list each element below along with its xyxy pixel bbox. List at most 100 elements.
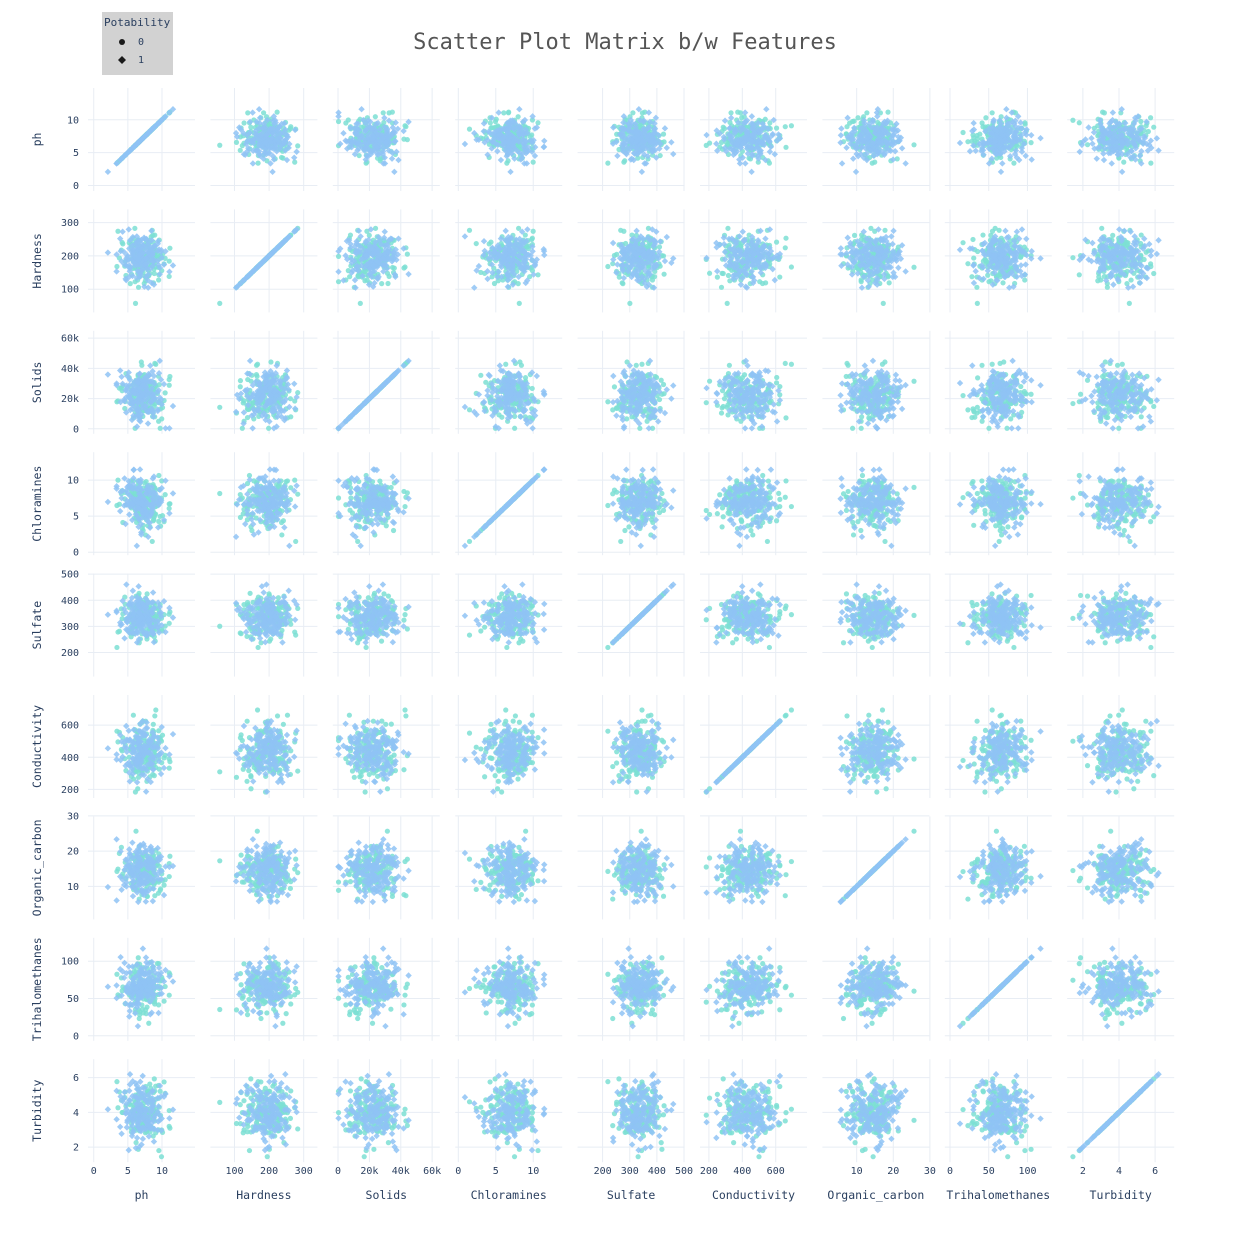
data-point-potability-1 — [145, 129, 152, 136]
data-point-potability-1 — [1076, 148, 1083, 155]
data-point-potability-1 — [1028, 156, 1035, 163]
data-point-potability-1 — [494, 148, 501, 155]
data-point-potability-0 — [151, 270, 157, 277]
data-point-potability-1 — [257, 132, 265, 139]
splom-cell-ph-vs-Organic_carbon[interactable] — [822, 88, 931, 191]
data-point-potability-0 — [167, 245, 173, 251]
data-point-potability-0 — [605, 263, 611, 270]
splom-cell-ph-vs-Hardness[interactable] — [210, 88, 318, 191]
splom-cell-ph-vs-Chloramines[interactable] — [455, 88, 563, 191]
data-point-potability-0 — [115, 228, 121, 234]
data-point-potability-0 — [763, 280, 769, 286]
legend-label-0: 0 — [138, 37, 144, 48]
data-point-potability-1 — [852, 168, 860, 176]
data-point-potability-0 — [135, 284, 142, 290]
data-point-potability-1 — [267, 137, 274, 145]
data-point-potability-1 — [272, 143, 280, 151]
data-point-potability-1 — [714, 268, 721, 275]
data-point-potability-0 — [783, 235, 789, 241]
data-point-potability-0 — [855, 115, 861, 121]
splom-cell-Hardness-vs-Organic_carbon[interactable] — [822, 209, 931, 313]
data-point-potability-1 — [130, 143, 137, 151]
data-point-potability-1 — [495, 109, 502, 116]
data-point-potability-0 — [357, 300, 363, 306]
data-point-potability-0 — [217, 142, 223, 148]
splom-cell-ph-vs-ph[interactable] — [88, 88, 195, 191]
data-point-potability-1 — [119, 228, 126, 235]
data-point-potability-0 — [1028, 140, 1034, 146]
data-point-potability-1 — [405, 270, 412, 278]
data-point-potability-1 — [739, 228, 746, 235]
data-point-potability-1 — [260, 155, 267, 162]
data-point-potability-0 — [217, 300, 223, 306]
data-point-potability-1 — [158, 117, 165, 124]
data-point-potability-1 — [255, 136, 262, 143]
splom-cell-Hardness-vs-Solids[interactable] — [332, 209, 440, 313]
data-point-potability-0 — [1147, 115, 1154, 121]
data-point-potability-0 — [516, 225, 522, 231]
data-point-potability-1 — [335, 109, 342, 116]
data-point-potability-1 — [244, 148, 251, 155]
data-point-potability-1 — [273, 132, 281, 139]
splom-cell-ph-vs-Solids[interactable] — [332, 88, 440, 191]
data-point-potability-0 — [720, 124, 726, 130]
data-point-potability-0 — [605, 160, 611, 166]
data-point-potability-1 — [614, 152, 621, 160]
data-point-potability-1 — [668, 139, 675, 146]
data-point-potability-0 — [380, 110, 386, 116]
data-point-potability-1 — [291, 154, 298, 161]
data-point-potability-1 — [283, 131, 290, 138]
data-point-potability-1 — [273, 136, 280, 143]
data-point-potability-1 — [121, 152, 128, 160]
data-point-potability-1 — [281, 138, 288, 145]
data-point-potability-0 — [114, 263, 120, 270]
legend-item-1[interactable]: 1 — [116, 54, 144, 66]
data-point-potability-1 — [104, 168, 112, 176]
splom-cell-Hardness-vs-Hardness[interactable] — [210, 209, 318, 313]
data-point-potability-1 — [633, 227, 640, 235]
data-point-potability-0 — [773, 239, 780, 245]
data-point-potability-1 — [902, 160, 909, 167]
data-point-potability-0 — [466, 126, 473, 132]
data-point-potability-0 — [278, 154, 285, 161]
splom-cell-Hardness-vs-Conductivity[interactable] — [700, 209, 807, 313]
data-point-potability-0 — [401, 136, 407, 142]
splom-cell-Hardness-vs-ph[interactable] — [88, 209, 195, 313]
data-point-potability-1 — [256, 114, 264, 122]
data-point-potability-0 — [372, 114, 378, 120]
data-point-potability-1 — [358, 105, 365, 113]
data-point-potability-0 — [402, 123, 408, 129]
data-point-potability-0 — [1011, 160, 1017, 166]
data-point-potability-1 — [507, 168, 514, 176]
data-point-potability-1 — [269, 168, 276, 176]
data-point-potability-1 — [138, 136, 145, 143]
data-point-potability-0 — [241, 120, 247, 126]
diamond-marker-icon — [116, 54, 128, 66]
data-point-potability-0 — [237, 147, 243, 153]
data-point-potability-0 — [1151, 124, 1157, 130]
data-point-potability-1 — [154, 120, 161, 128]
data-point-potability-1 — [843, 144, 850, 151]
splom-cell-ph-vs-Sulfate[interactable] — [577, 88, 685, 191]
data-point-potability-0 — [975, 135, 981, 142]
data-point-potability-1 — [271, 120, 278, 128]
splom-cell-ph-vs-Trihalomethanes[interactable] — [944, 88, 1052, 191]
data-point-potability-0 — [766, 160, 773, 166]
data-point-potability-0 — [132, 225, 138, 231]
data-point-potability-1 — [1093, 155, 1100, 162]
data-point-potability-0 — [466, 227, 473, 233]
splom-cell-ph-vs-Conductivity[interactable] — [700, 88, 807, 191]
data-point-potability-1 — [381, 228, 388, 235]
data-point-potability-0 — [504, 160, 510, 166]
data-point-potability-1 — [1118, 168, 1126, 176]
data-point-potability-1 — [1100, 156, 1108, 164]
data-point-potability-1 — [253, 118, 260, 125]
legend-item-0[interactable]: 0 — [116, 36, 144, 48]
splom-cell-ph-vs-Turbidity[interactable] — [1067, 88, 1175, 191]
splom-cell-Hardness-vs-Sulfate[interactable] — [577, 209, 685, 313]
data-point-potability-0 — [911, 142, 917, 148]
data-point-potability-1 — [266, 144, 274, 151]
data-point-potability-0 — [535, 120, 541, 126]
splom-cell-Hardness-vs-Chloramines[interactable] — [455, 209, 563, 313]
